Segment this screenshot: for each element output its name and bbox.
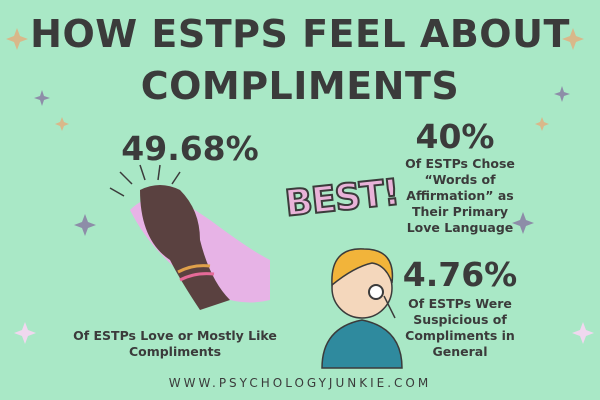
- stat-caption: Of ESTPs Were Suspicious of Compliments …: [405, 296, 515, 359]
- footer: WWW.PSYCHOLOGYJUNKIE.COM: [168, 376, 432, 390]
- stat-value: 4.76%: [402, 255, 518, 294]
- stat-value: 49.68%: [121, 129, 259, 168]
- title: HOW ESTPS FEEL ABOUT COMPLIMENTS: [30, 12, 570, 108]
- stat-caption: Of ESTPs Chose “Words of Affirmation” as…: [405, 156, 515, 235]
- stat-caption: Of ESTPs Love or Mostly Like Compliments: [73, 328, 277, 359]
- stat-value: 40%: [415, 117, 495, 156]
- sparkles: [6, 28, 594, 344]
- boy: [321, 248, 403, 369]
- high-five: [109, 164, 270, 310]
